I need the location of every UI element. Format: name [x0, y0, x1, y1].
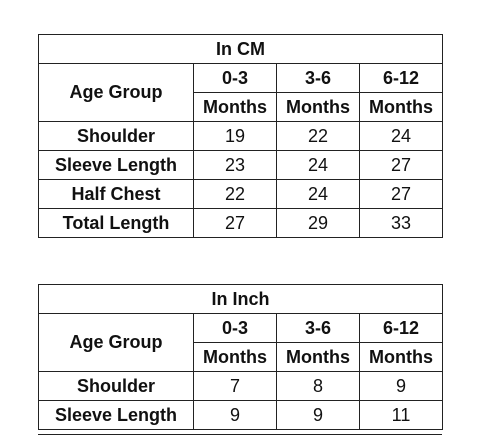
table-title: In Inch	[38, 284, 443, 314]
row-label: Sleeve Length	[38, 150, 194, 180]
table-row: Half Chest 22 24 27	[38, 179, 443, 209]
age-group-header: Age Group	[38, 313, 194, 372]
column-range-header: 0-3	[193, 313, 277, 343]
table-cell: 9	[193, 400, 277, 430]
table-cell: 29	[276, 208, 360, 238]
table-cell: 24	[276, 150, 360, 180]
table-cell: 24	[359, 121, 443, 151]
row-label: Sleeve Length	[38, 400, 194, 430]
table-cell: 27	[193, 208, 277, 238]
row-label: Shoulder	[38, 371, 194, 401]
table-cell: 8	[276, 371, 360, 401]
column-range-header: 3-6	[276, 63, 360, 93]
column-range-header: 6-12	[359, 313, 443, 343]
table-border-line	[38, 434, 442, 435]
table-cell: 23	[193, 150, 277, 180]
table-cell: 9	[359, 371, 443, 401]
row-label: Shoulder	[38, 121, 194, 151]
table-row: Total Length 27 29 33	[38, 208, 443, 238]
column-unit-header: Months	[276, 92, 360, 122]
column-unit-header: Months	[359, 342, 443, 372]
table-cell: 24	[276, 179, 360, 209]
header-row-range: Age Group 0-3 3-6 6-12	[38, 313, 443, 372]
header-row-unit: Months Months Months	[39, 342, 443, 372]
table-row: Shoulder 7 8 9	[38, 371, 443, 401]
column-unit-header: Months	[276, 342, 360, 372]
table-cell: 22	[276, 121, 360, 151]
table-row: Sleeve Length 9 9 11	[38, 400, 443, 430]
row-label: Total Length	[38, 208, 194, 238]
table-cell: 27	[359, 179, 443, 209]
size-table-inch: In Inch Age Group 0-3 3-6 6-12 Months Mo…	[38, 284, 443, 430]
column-unit-header: Months	[359, 92, 443, 122]
header-row-unit: Months Months Months	[39, 92, 443, 122]
table-cell: 27	[359, 150, 443, 180]
age-group-header: Age Group	[38, 63, 194, 122]
table-cell: 9	[276, 400, 360, 430]
column-range-header: 0-3	[193, 63, 277, 93]
table-cell: 11	[359, 400, 443, 430]
column-range-header: 6-12	[359, 63, 443, 93]
header-row-range: Age Group 0-3 3-6 6-12	[38, 63, 443, 122]
column-range-header: 3-6	[276, 313, 360, 343]
table-title: In CM	[38, 34, 443, 64]
table-row: Shoulder 19 22 24	[38, 121, 443, 151]
column-unit-header: Months	[193, 92, 277, 122]
table-title-row: In CM	[38, 34, 443, 64]
column-unit-header: Months	[193, 342, 277, 372]
table-row: Sleeve Length 23 24 27	[38, 150, 443, 180]
table-cell: 33	[359, 208, 443, 238]
table-cell: 19	[193, 121, 277, 151]
size-table-cm: In CM Age Group 0-3 3-6 6-12 Months Mont…	[38, 34, 443, 238]
table-title-row: In Inch	[38, 284, 443, 314]
table-cell: 22	[193, 179, 277, 209]
row-label: Half Chest	[38, 179, 194, 209]
table-cell: 7	[193, 371, 277, 401]
